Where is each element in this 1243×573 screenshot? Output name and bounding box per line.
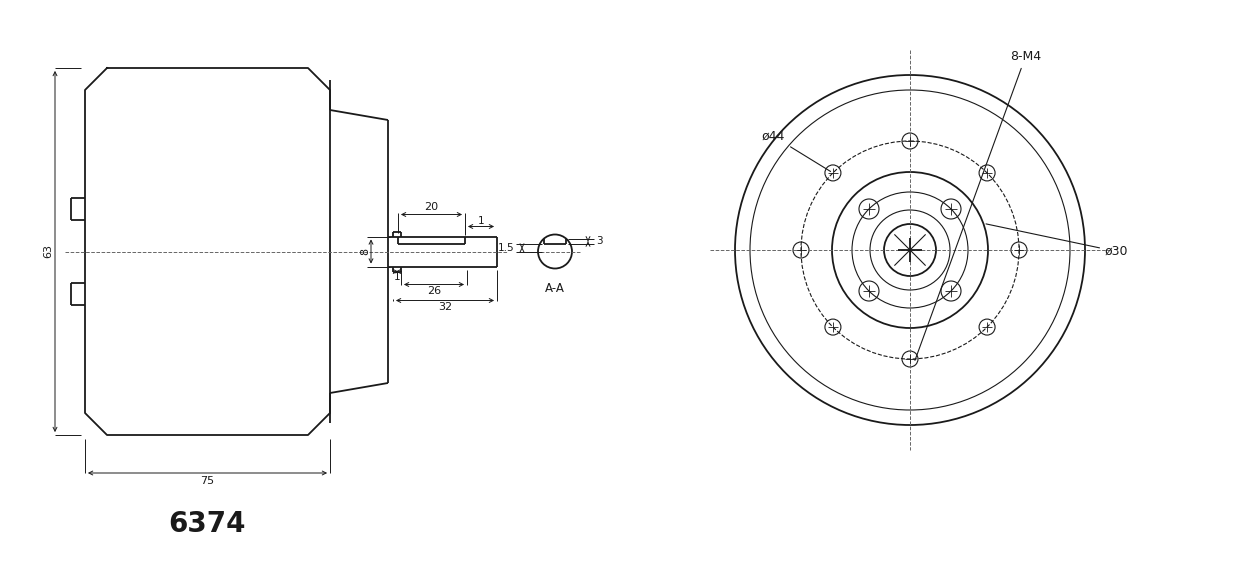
Text: 8: 8 <box>360 248 370 255</box>
Text: 3: 3 <box>595 237 603 246</box>
Text: 1: 1 <box>394 272 400 281</box>
Text: 20: 20 <box>424 202 439 213</box>
Text: 8-M4: 8-M4 <box>915 50 1042 360</box>
Text: 63: 63 <box>44 245 53 258</box>
Text: ø30: ø30 <box>986 224 1129 258</box>
Text: ø44: ø44 <box>762 130 830 171</box>
Text: 6374: 6374 <box>169 510 246 538</box>
Text: 1: 1 <box>477 217 485 226</box>
Text: 75: 75 <box>200 476 215 486</box>
Text: A-A: A-A <box>546 282 564 296</box>
Text: 32: 32 <box>438 303 452 312</box>
Text: 26: 26 <box>426 286 441 296</box>
Text: 1.5: 1.5 <box>497 243 515 253</box>
